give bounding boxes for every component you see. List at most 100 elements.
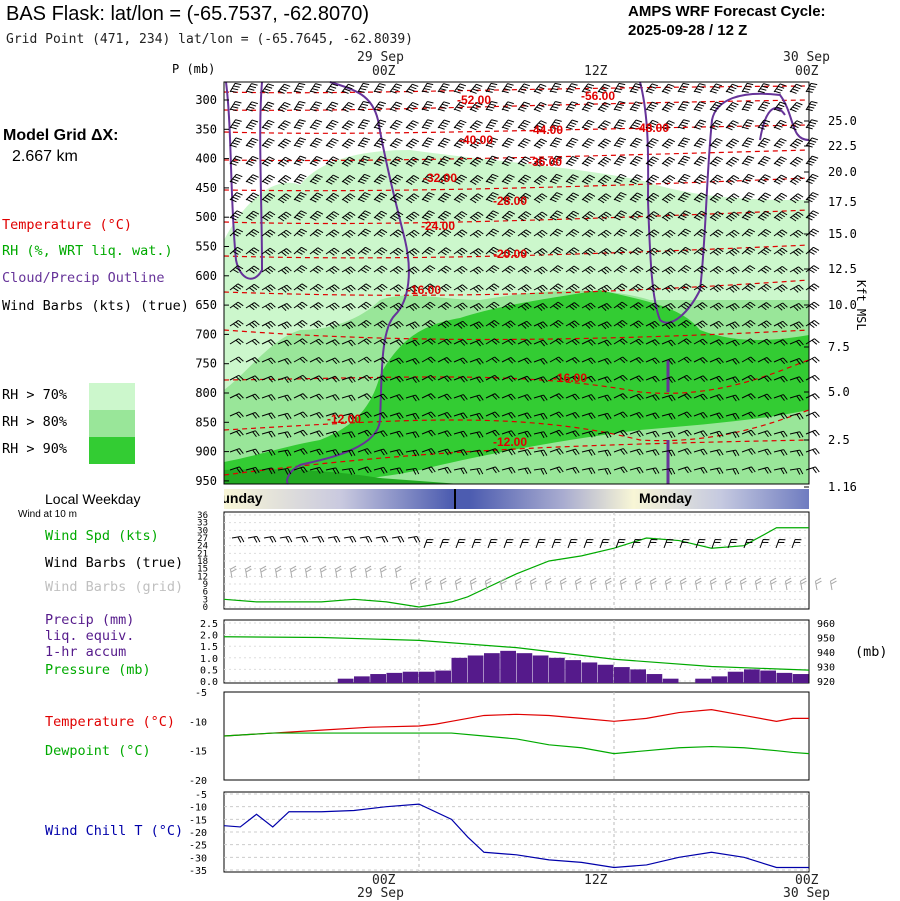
pressure-tick-label: 930 [817, 663, 835, 674]
precip-bar [663, 679, 679, 683]
wind-barb-flag [815, 375, 820, 379]
wind-barb-flag [809, 233, 815, 236]
precip-bar [419, 672, 435, 683]
precip-bar [517, 653, 533, 683]
wind-barb-flag [811, 195, 817, 198]
wind-barb-flag [811, 102, 817, 103]
wind-barb-flag [809, 197, 815, 200]
pressure-tick-label: 300 [195, 93, 217, 107]
wind-barb-grid [815, 581, 817, 590]
pressure-tick-label: 700 [195, 327, 217, 341]
wind-barb-flag [812, 377, 817, 381]
windchill-tick-label: -5 [195, 790, 207, 801]
wind-barb-flag [810, 122, 816, 124]
kft-tick-label: 12.5 [828, 262, 857, 276]
contour-label: -48.00 [635, 121, 669, 135]
pressure-tick-label: 500 [195, 210, 217, 224]
wind-barb-flag [809, 288, 814, 291]
pressure-tick-label: 650 [195, 298, 217, 312]
windchill-panel-frame [224, 792, 809, 872]
wind-barb-flag [813, 450, 817, 455]
wind-barb-flag [811, 249, 817, 252]
precip-tick-label: 0.5 [200, 665, 218, 676]
kft-tick-label: 20.0 [828, 165, 857, 179]
wind-barb-grid [830, 581, 832, 590]
precip-bar [565, 660, 581, 683]
temp-tick-label: -20 [189, 776, 207, 787]
pressure-tick-label: 950 [817, 634, 835, 645]
wind-barb-flag [811, 213, 817, 216]
precip-bar [452, 658, 468, 683]
precip-bar [500, 651, 516, 683]
wind-barb-grid-flag [831, 581, 837, 584]
wind-barb-flag [812, 413, 816, 418]
pressure-tick-label: 960 [817, 619, 835, 630]
precip-bar [614, 667, 630, 683]
contour-label: -20.00 [493, 247, 527, 261]
wind-barb-flag [813, 211, 819, 214]
pressure-tick-label: 750 [195, 357, 217, 371]
wind-barb-grid-flag [830, 578, 836, 581]
kft-tick-label: 22.5 [828, 139, 857, 153]
pressure-tick-label: 550 [195, 240, 217, 254]
pressure-tick-label: 450 [195, 181, 217, 195]
wind-barb-flag [810, 158, 816, 160]
wind-barb-flag [809, 306, 814, 310]
precip-bar [712, 676, 728, 683]
precip-tick-label: 0.0 [200, 677, 218, 688]
precip-tick-label: 1.0 [200, 654, 218, 665]
wind-barb-flag [810, 177, 816, 179]
wind-barb-flag [810, 104, 816, 105]
precip-bar [338, 679, 354, 683]
wind-barb-flag [813, 468, 817, 473]
wind-barb-flag [811, 83, 817, 84]
kft-tick-label: 2.5 [828, 433, 850, 447]
precip-bar [777, 673, 793, 683]
temp-tick-label: -15 [189, 747, 207, 758]
wind-barb-grid-flag [815, 578, 821, 581]
precip-bar [549, 658, 565, 683]
contour-label: -40.00 [459, 133, 493, 147]
pressure-tick-label: 940 [817, 648, 835, 659]
precip-bar [728, 672, 744, 683]
wind-barb-flag [813, 229, 819, 232]
precip-bar [647, 674, 663, 683]
wind-barb-flag [809, 269, 814, 272]
precip-bar [435, 671, 451, 683]
kft-tick-label: 7.5 [828, 340, 850, 354]
wind-barb-flag [812, 120, 818, 122]
wind-barb-flag [812, 322, 817, 326]
wind-barb-grid-flag [816, 581, 822, 584]
kft-tick-label: 10.0 [828, 298, 857, 312]
pressure-tick-label: 950 [195, 474, 217, 488]
wind-barb-flag [812, 156, 818, 158]
wind-barb-flag [810, 86, 816, 87]
wind-barb-flag [816, 467, 820, 472]
pressure-tick-label: 850 [195, 415, 217, 429]
contour-label: -24.00 [421, 219, 455, 233]
wind-barb-flag [809, 215, 815, 218]
contour-label: -28.00 [493, 194, 527, 208]
temp-tick-label: -5 [195, 688, 207, 699]
precip-bar [533, 655, 549, 683]
precip-tick-label: 1.5 [200, 642, 218, 653]
contour-label: -44.00 [529, 123, 563, 137]
wind-barb-flag [812, 286, 817, 289]
pressure-tick-label: 350 [195, 122, 217, 136]
wind-tick-label: 0 [203, 603, 208, 613]
wind-barb-flag [815, 430, 819, 435]
precip-bar [695, 679, 711, 683]
temp-tick-label: -10 [189, 717, 207, 728]
precip-bar [760, 671, 776, 683]
precip-bar [354, 676, 370, 683]
wind-barb-flag [809, 324, 814, 328]
kft-tick-label: 25.0 [828, 114, 857, 128]
precip-tick-label: 2.0 [200, 631, 218, 642]
kft-tick-label: 15.0 [828, 227, 857, 241]
precip-bar [403, 672, 419, 683]
precip-tick-label: 2.5 [200, 619, 218, 630]
contour-label: -16.00 [553, 371, 587, 385]
contour-label: -16.00 [407, 283, 441, 297]
pressure-tick-label: 600 [195, 269, 217, 283]
